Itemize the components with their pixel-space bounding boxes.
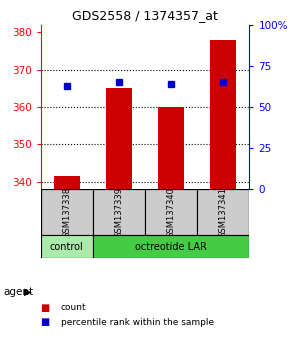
Text: agent: agent	[3, 287, 33, 297]
FancyBboxPatch shape	[145, 189, 197, 235]
Bar	[158, 107, 184, 189]
FancyBboxPatch shape	[41, 189, 93, 235]
Text: ▶: ▶	[23, 287, 32, 297]
Text: GSM137340: GSM137340	[166, 187, 176, 238]
Text: GSM137338: GSM137338	[62, 187, 71, 238]
Text: GSM137339: GSM137339	[114, 187, 124, 238]
FancyBboxPatch shape	[197, 189, 249, 235]
FancyBboxPatch shape	[41, 235, 93, 258]
Text: control: control	[50, 242, 84, 252]
Text: GSM137341: GSM137341	[219, 187, 228, 238]
Bar	[210, 40, 236, 189]
Text: ■: ■	[41, 303, 50, 313]
FancyBboxPatch shape	[93, 235, 249, 258]
Text: octreotide LAR: octreotide LAR	[135, 242, 207, 252]
Title: GDS2558 / 1374357_at: GDS2558 / 1374357_at	[72, 9, 218, 22]
Text: percentile rank within the sample: percentile rank within the sample	[61, 318, 214, 327]
Bar	[106, 88, 132, 189]
FancyBboxPatch shape	[93, 189, 145, 235]
Text: count: count	[61, 303, 86, 313]
Bar	[54, 176, 80, 189]
Text: ■: ■	[41, 317, 50, 327]
